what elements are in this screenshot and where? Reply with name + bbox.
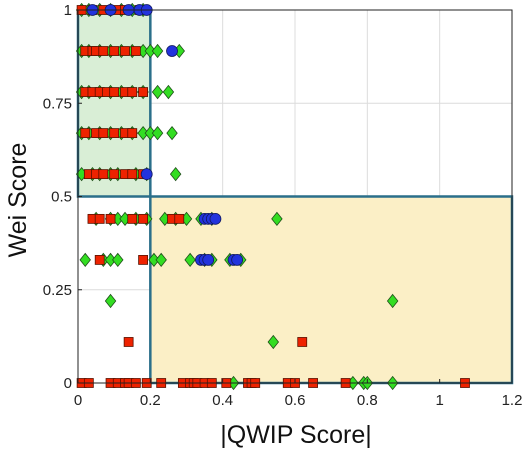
y-tick-label: 0.75: [43, 95, 72, 112]
green-diamond-point: [104, 293, 117, 309]
x-tick-label: 0.2: [140, 392, 161, 409]
green-diamond-point: [267, 334, 280, 350]
green-diamond-point: [151, 125, 164, 141]
x-tick-label: 1: [435, 392, 443, 409]
x-tick-label: 0: [74, 392, 82, 409]
red-square-point: [109, 169, 120, 180]
red-square-point: [120, 46, 130, 56]
green-diamond-point: [79, 252, 91, 268]
y-tick-label: 0.25: [43, 282, 72, 299]
green-diamond-point: [155, 252, 167, 268]
green-diamond-point: [386, 293, 399, 309]
red-square-point: [138, 255, 149, 265]
upper-left-region: [76, 8, 152, 198]
x-tick-label: 1.2: [502, 392, 523, 409]
red-square-point: [127, 87, 138, 97]
red-square-point: [109, 128, 120, 138]
red-square-point: [94, 213, 105, 224]
y-tick-labels: 0 0.25 0.5 0.75 1: [43, 2, 72, 392]
green-diamond-point: [166, 125, 178, 141]
red-square-point: [105, 213, 116, 224]
red-square-point: [80, 128, 91, 138]
x-tick-labels: 0 0.2 0.4 0.6 0.8 1 1.2: [74, 392, 523, 409]
green-diamond-point: [169, 166, 182, 182]
blue-circle-point: [140, 168, 153, 181]
green-diamond-point: [184, 252, 196, 268]
red-square-point: [109, 87, 120, 97]
y-tick-label: 0.5: [51, 189, 72, 206]
red-square-point: [98, 46, 109, 56]
green-diamond-point: [271, 211, 283, 227]
red-square-point: [130, 46, 141, 56]
red-square-point: [138, 87, 149, 97]
blue-circle-point: [231, 254, 244, 266]
x-tick-label: 0.6: [285, 392, 306, 409]
red-square-point: [98, 169, 109, 180]
red-square-point: [123, 337, 134, 347]
x-axis-title: |QWIP Score|: [220, 421, 371, 449]
red-square-point: [127, 128, 138, 138]
red-square-point: [94, 255, 105, 265]
y-axis-title: Wei Score: [4, 143, 32, 258]
red-square-point: [127, 169, 138, 180]
blue-circle-point: [209, 212, 222, 225]
red-square-point: [98, 128, 109, 138]
x-tick-label: 0.4: [212, 392, 233, 409]
red-square-point: [109, 46, 120, 56]
green-diamond-point: [151, 43, 164, 59]
red-square-point: [297, 337, 308, 347]
red-square-point: [174, 213, 185, 224]
red-square-point: [127, 213, 138, 224]
green-diamond-point: [162, 84, 175, 100]
y-tick-label: 0: [64, 375, 72, 392]
y-tick-label: 1: [64, 2, 72, 19]
red-square-point: [138, 213, 149, 224]
blue-circle-point: [166, 45, 178, 57]
lower-right-region: [149, 195, 514, 385]
blue-circle-point: [202, 254, 215, 266]
plot-frame: [77, 9, 513, 384]
green-diamond-point: [112, 252, 124, 268]
green-diamond-point: [151, 84, 164, 100]
x-tick-label: 0.8: [357, 392, 378, 409]
